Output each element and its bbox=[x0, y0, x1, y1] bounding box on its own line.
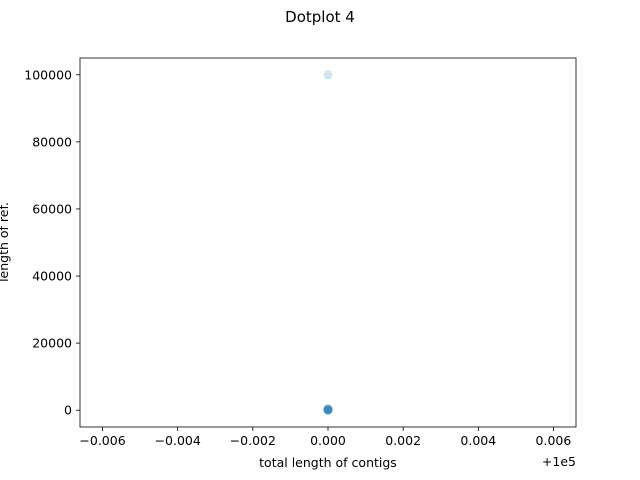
y-tick-label: 40000 bbox=[32, 269, 72, 284]
x-axis-ticks: −0.006 −0.004 −0.002 0.000 0.002 0.004 0.006 bbox=[79, 427, 571, 448]
y-tick-label: 60000 bbox=[32, 201, 72, 216]
data-point bbox=[323, 405, 333, 415]
x-axis-label: total length of contigs bbox=[259, 455, 397, 470]
y-tick-label: 80000 bbox=[32, 134, 72, 149]
data-point bbox=[323, 405, 333, 415]
data-point bbox=[323, 405, 333, 415]
data-point bbox=[323, 405, 333, 415]
data-point bbox=[323, 405, 333, 415]
x-tick-label: 0.000 bbox=[310, 433, 346, 448]
data-point bbox=[323, 70, 333, 80]
y-tick-label: 100000 bbox=[24, 67, 72, 82]
x-tick-label: −0.006 bbox=[79, 433, 125, 448]
x-tick-label: −0.002 bbox=[230, 433, 276, 448]
data-point bbox=[323, 404, 333, 414]
y-axis-ticks: 0 20000 40000 60000 80000 100000 bbox=[24, 67, 80, 418]
x-tick-label: 0.002 bbox=[385, 433, 421, 448]
data-point bbox=[323, 405, 333, 415]
x-tick-label: −0.004 bbox=[155, 433, 201, 448]
x-axis-offset-label: +1e5 bbox=[542, 454, 576, 469]
y-tick-label: 20000 bbox=[32, 336, 72, 351]
scatter-points bbox=[323, 70, 333, 415]
data-point bbox=[323, 403, 333, 413]
y-axis-label: length of ref. bbox=[0, 202, 11, 282]
data-point bbox=[323, 405, 333, 415]
y-tick-label: 0 bbox=[64, 403, 72, 418]
x-tick-label: 0.004 bbox=[460, 433, 496, 448]
chart-title: Dotplot 4 bbox=[285, 8, 355, 26]
x-tick-label: 0.006 bbox=[536, 433, 572, 448]
